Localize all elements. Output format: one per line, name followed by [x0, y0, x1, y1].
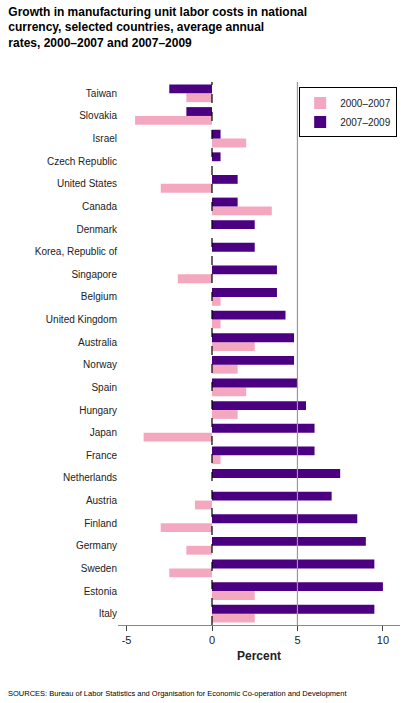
svg-text:Estonia: Estonia [84, 586, 118, 597]
svg-text:0: 0 [209, 634, 215, 646]
svg-text:Israel: Israel [93, 133, 117, 144]
svg-text:Slovakia: Slovakia [79, 110, 117, 121]
svg-text:Czech Republic: Czech Republic [47, 156, 117, 167]
svg-text:Australia: Australia [78, 337, 117, 348]
svg-text:France: France [86, 450, 118, 461]
svg-text:Percent: Percent [237, 649, 281, 663]
svg-text:Italy: Italy [99, 608, 117, 619]
svg-text:2007–2009: 2007–2009 [340, 117, 390, 128]
svg-text:Japan: Japan [90, 427, 117, 438]
svg-text:Korea, Republic of: Korea, Republic of [35, 246, 117, 257]
svg-text:-5: -5 [122, 634, 132, 646]
svg-text:SOURCES: Bureau of Labor Stati: SOURCES: Bureau of Labor Statistics and … [8, 689, 347, 698]
svg-text:5: 5 [294, 634, 300, 646]
svg-text:United States: United States [57, 178, 117, 189]
svg-text:Norway: Norway [83, 359, 117, 370]
svg-text:10: 10 [377, 634, 389, 646]
svg-text:Spain: Spain [91, 382, 117, 393]
svg-text:Sweden: Sweden [81, 563, 117, 574]
svg-text:2000–2007: 2000–2007 [340, 98, 390, 109]
svg-text:Singapore: Singapore [71, 269, 117, 280]
svg-text:Austria: Austria [86, 495, 118, 506]
svg-text:Growth in manufacturing unit l: Growth in manufacturing unit labor costs… [8, 5, 307, 50]
svg-text:Denmark: Denmark [76, 224, 118, 235]
svg-text:Canada: Canada [82, 201, 117, 212]
svg-text:Taiwan: Taiwan [86, 88, 117, 99]
svg-text:Finland: Finland [84, 518, 117, 529]
svg-text:Belgium: Belgium [81, 291, 117, 302]
svg-text:Hungary: Hungary [79, 405, 117, 416]
svg-text:Germany: Germany [76, 540, 117, 551]
svg-text:Netherlands: Netherlands [63, 472, 117, 483]
svg-text:United Kingdom: United Kingdom [46, 314, 117, 325]
